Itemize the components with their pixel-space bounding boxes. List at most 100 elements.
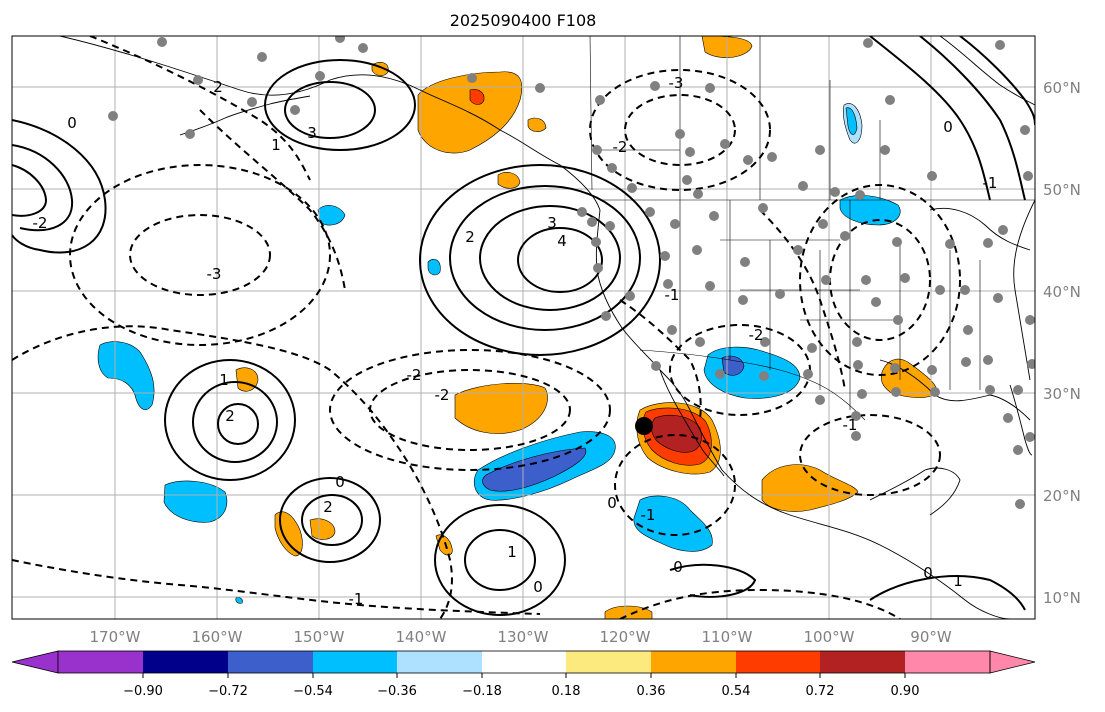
contour-low-big-wrap (12, 325, 453, 619)
contour-label: 2 (465, 228, 475, 246)
contour-label: 2 (213, 78, 223, 96)
contour-label: 4 (557, 232, 567, 250)
contour-label: -1 (983, 174, 998, 192)
colorbar-tick: 0.54 (722, 684, 751, 699)
contour-hawaii-2 (192, 381, 278, 463)
contour-high-ne-pac-1 (419, 164, 661, 356)
shade-tiny-blue (235, 597, 243, 604)
contour-high-gulf-1 (264, 59, 416, 151)
contour-high-ne-pac-4 (517, 227, 603, 293)
coastline-alaska (59, 36, 601, 211)
colorbar-bin (651, 651, 736, 673)
lat-label: 10°N (1043, 589, 1081, 607)
contour-label: -2 (33, 214, 48, 232)
contour-label: 1 (507, 543, 517, 561)
contour-label: 0 (335, 473, 345, 491)
contour-low-gulf (799, 414, 941, 496)
contour-label: -2 (407, 366, 422, 384)
contour-label: -1 (349, 590, 364, 608)
lon-label: 160°W (192, 628, 243, 646)
shade-sub-orange (454, 382, 548, 434)
contour-hawaii-1 (164, 359, 296, 481)
contour-label: 2 (225, 407, 235, 425)
shade-south-orange (604, 605, 653, 619)
longitude-labels: 170°W 160°W 150°W 140°W 130°W 120°W 110°… (90, 628, 952, 646)
contour-far-west-3 (12, 164, 48, 217)
shade-gulf-orange (497, 172, 521, 189)
colorbar-bin (397, 651, 482, 673)
lat-label: 40°N (1043, 283, 1081, 301)
contour-low-west-2 (129, 214, 271, 296)
contour-label: 1 (219, 371, 229, 389)
contour-label: -3 (669, 74, 684, 92)
contour-label: 1 (953, 572, 963, 590)
colorbar-bin (736, 651, 820, 673)
lon-label: 140°W (396, 628, 447, 646)
contour-low-arc-2 (89, 36, 311, 181)
colorbar-tick: −0.36 (377, 684, 417, 699)
coastline-east (1013, 199, 1035, 381)
colorbar-bin (482, 651, 566, 673)
shade-sw-orange (274, 511, 303, 557)
colorbar-bin (58, 651, 143, 673)
coastline-florida (1009, 384, 1033, 456)
contour-south-2 (464, 529, 536, 591)
station-dots (108, 36, 1035, 509)
contour-labels: 0 2 3 -3 1 -2 2 3 4 1 2 2 -2 -2 0 -1 1 0… (33, 74, 998, 608)
shade-sub-blue-inner (482, 447, 587, 492)
colorbar-bin (143, 651, 228, 673)
shade-canada-blue (845, 107, 858, 135)
contour-label: -2 (749, 326, 764, 344)
coastline-west-coast (595, 209, 1011, 619)
contour-south-east (869, 575, 1026, 611)
colorbar-tick: 0.36 (637, 684, 666, 699)
contour-far-west-2 (12, 144, 74, 232)
colorbar-arrow-right (989, 650, 1036, 674)
contour-label: -3 (207, 265, 222, 283)
canada-provinces (600, 36, 881, 200)
shade-sw-orange-2 (309, 518, 336, 540)
lat-label: 50°N (1043, 181, 1081, 199)
latitude-labels: 60°N 50°N 40°N 30°N 20°N 10°N (1043, 79, 1081, 607)
contour-label: 3 (547, 214, 557, 232)
contour-sw-1 (279, 477, 381, 563)
contour-low-arc-3 (619, 299, 702, 421)
contour-sw-2 (301, 494, 363, 546)
colorbar-bin (820, 651, 905, 673)
contour-low-baja-1 (614, 434, 736, 536)
contour-label: -1 (843, 416, 858, 434)
contour-label: 0 (943, 118, 953, 136)
lon-label: 130°W (498, 628, 549, 646)
shade-baja-south-blue (633, 495, 713, 552)
lon-label: 90°W (910, 628, 952, 646)
colorbar: −0.90 −0.72 −0.54 −0.36 −0.18 0.18 0.36 … (11, 650, 1036, 699)
lat-label: 20°N (1043, 487, 1081, 505)
contour-far-west-1 (12, 119, 107, 254)
border-us-mexico (639, 349, 866, 421)
shade-mex-orange (761, 464, 859, 512)
colorbar-bin (228, 651, 313, 673)
shade-baja-darkred (651, 415, 702, 453)
anomaly-shading (97, 36, 937, 619)
contour-high-ne-pac-2 (449, 185, 641, 331)
shade-mid-blue (317, 205, 346, 226)
contour-high-gulf-2 (284, 81, 376, 139)
shade-sw-blue (163, 480, 228, 523)
colorbar-tick: 0.90 (891, 684, 920, 699)
colorbar-tick: −0.54 (293, 684, 333, 699)
contour-low-ne-pac (589, 69, 771, 191)
contours-positive (12, 36, 1035, 616)
shade-alaska-red (469, 89, 485, 105)
shade-small-orange-2 (527, 117, 547, 132)
contour-ne-1 (869, 36, 991, 201)
coastlines (59, 36, 1035, 619)
contour-label: 2 (323, 498, 333, 516)
lon-label: 100°W (804, 628, 855, 646)
contour-low-west-1 (69, 164, 331, 346)
lon-label: 110°W (702, 628, 753, 646)
shade-small-blue (427, 259, 441, 276)
map-frame (11, 35, 1036, 620)
colorbar-frame (57, 650, 991, 674)
contour-label: -2 (613, 138, 628, 156)
